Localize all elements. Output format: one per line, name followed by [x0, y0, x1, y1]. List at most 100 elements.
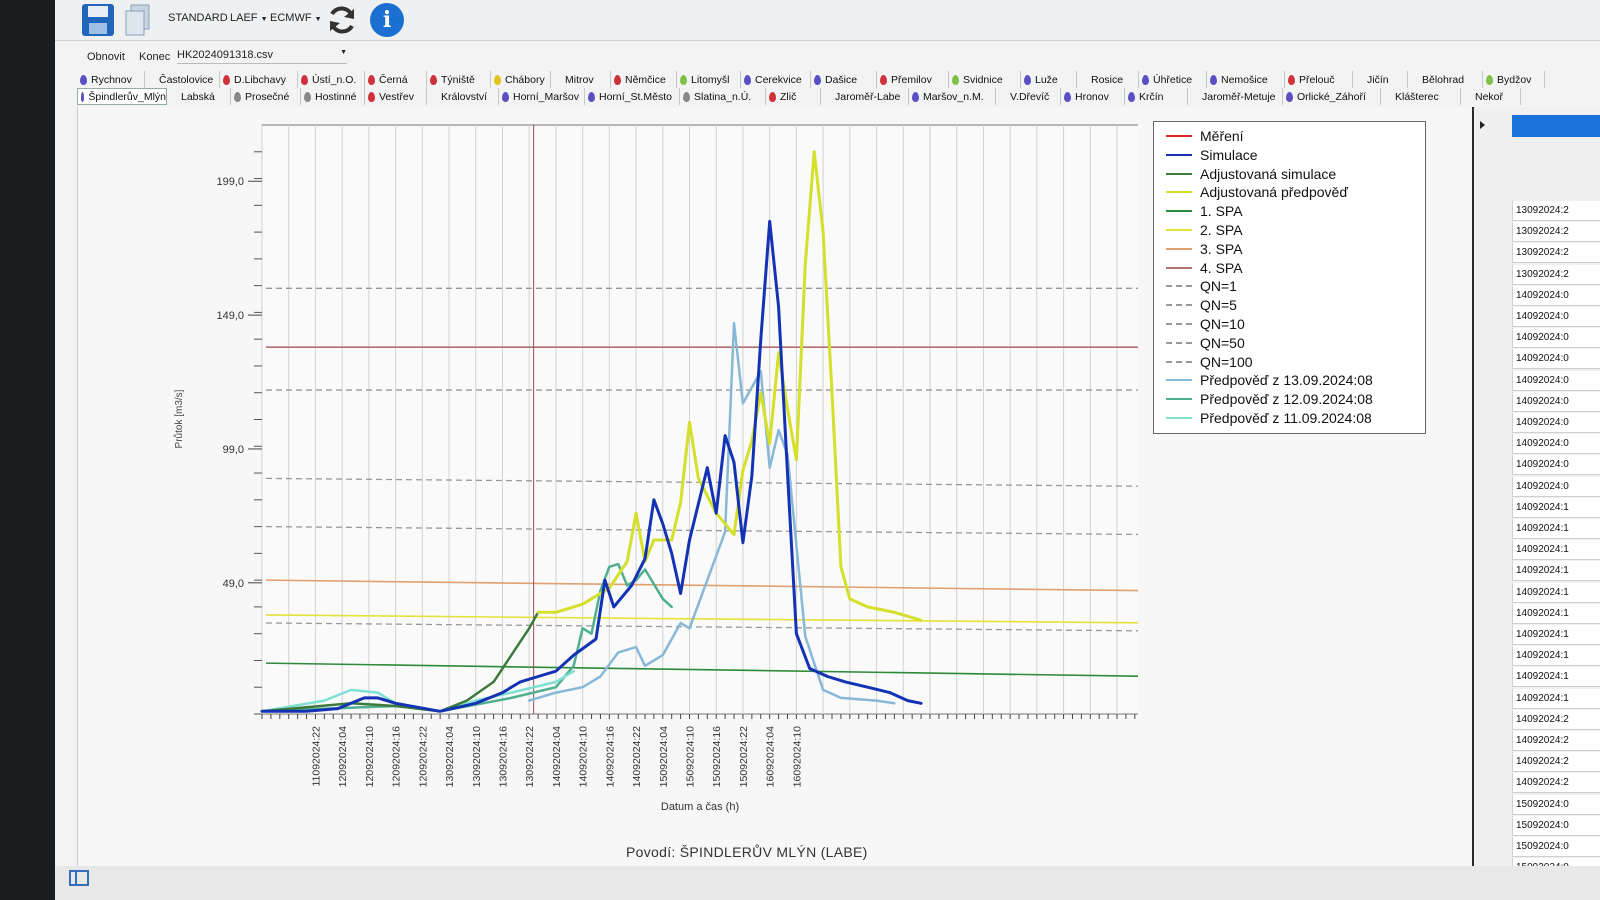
table-cell[interactable]: 14092024:2 — [1512, 773, 1600, 794]
station-tab-4[interactable]: Ústí_n.O. — [298, 71, 365, 88]
legend-swatch — [1166, 229, 1192, 231]
station-tab-19[interactable]: Nekoř — [1461, 88, 1521, 105]
station-tab-22[interactable]: Bydžov — [1483, 71, 1545, 88]
legend-label: 4. SPA — [1200, 259, 1243, 276]
table-cell[interactable]: 14092024:1 — [1512, 625, 1600, 645]
table-cell[interactable]: 14092024:0 — [1512, 285, 1600, 306]
table-cell[interactable]: 13092024:2 — [1512, 243, 1600, 264]
station-tab-18[interactable]: Nemošice — [1207, 71, 1285, 88]
table-cell[interactable]: 14092024:1 — [1512, 519, 1600, 539]
table-cell[interactable]: 14092024:0 — [1512, 476, 1600, 497]
station-tab-2[interactable]: Labská — [167, 88, 231, 105]
refresh-icon[interactable] — [325, 3, 359, 37]
station-tab-8[interactable]: Mitrov — [551, 71, 611, 88]
station-tab-15[interactable]: Krčín — [1125, 88, 1188, 105]
refresh-button[interactable]: Obnovit — [87, 51, 125, 63]
station-tab-14[interactable]: Hronov — [1061, 88, 1125, 105]
x-axis-label: Datum a čas (h) — [661, 801, 739, 813]
water-drop-icon — [952, 74, 959, 85]
table-cell[interactable]: 14092024:2 — [1512, 709, 1600, 730]
station-tab-15[interactable]: Luže — [1021, 71, 1077, 88]
station-tab-21[interactable]: Bělohrad — [1408, 71, 1483, 88]
station-tab-4[interactable]: Hostinné — [301, 88, 365, 105]
mode-standard-button[interactable]: STANDARD — [168, 12, 228, 24]
station-tab-7[interactable]: Chábory — [491, 71, 551, 88]
table-cell[interactable]: 14092024:1 — [1512, 646, 1600, 667]
station-tab-16[interactable]: Rosice — [1077, 71, 1139, 88]
x-tick-label: 16092024:10 — [791, 726, 803, 787]
model-ecmwf-dropdown[interactable]: ECMWF ▼ — [270, 12, 322, 24]
station-tab-label: Hronov — [1075, 90, 1109, 103]
station-tab-6[interactable]: Království — [427, 88, 499, 105]
station-tab-17[interactable]: Úhřetice — [1139, 71, 1207, 88]
station-tab-16[interactable]: Jaroměř-Metuje — [1188, 88, 1283, 105]
y-tick-label: 99,0 — [223, 444, 244, 456]
station-tab-3[interactable]: D.Libchavy — [220, 71, 298, 88]
station-tab-5[interactable]: Vestřev — [365, 88, 427, 105]
station-tab-3[interactable]: Prosečné — [231, 88, 301, 105]
end-button[interactable]: Konec — [139, 51, 171, 63]
station-tab-2[interactable]: Častolovice — [145, 71, 220, 88]
table-cell[interactable]: 14092024:1 — [1512, 603, 1600, 624]
station-tab-12[interactable]: Dašice — [811, 71, 877, 88]
chart-panel: 199,0 149,0 99,0 49,0 11092024:22 12092024:04… — [77, 107, 1473, 900]
station-tab-label: Bělohrad — [1422, 73, 1465, 86]
table-cell[interactable]: 14092024:1 — [1512, 667, 1600, 688]
info-button[interactable]: i — [370, 3, 404, 37]
table-cell[interactable]: 14092024:1 — [1512, 497, 1600, 518]
station-tab-11[interactable]: Jaroměř-Labe — [821, 88, 909, 105]
station-tab-12[interactable]: Maršov_n.M. — [909, 88, 996, 105]
table-cell[interactable]: 14092024:0 — [1512, 370, 1600, 391]
model-laef-dropdown[interactable]: LAEF ▼ — [230, 12, 268, 24]
station-tab-14[interactable]: Svidnice — [949, 71, 1021, 88]
station-tab-label: Němčice — [625, 73, 666, 86]
table-cell[interactable]: 14092024:0 — [1512, 328, 1600, 349]
table-cell[interactable]: 13092024:2 — [1512, 201, 1600, 221]
table-cell[interactable]: 13092024:2 — [1512, 264, 1600, 285]
station-tab-10[interactable]: Zlič — [766, 88, 821, 105]
table-cell[interactable]: 15092024:0 — [1512, 794, 1600, 815]
table-cell[interactable]: 14092024:1 — [1512, 582, 1600, 603]
table-cell[interactable]: 14092024:0 — [1512, 434, 1600, 455]
station-tab-7[interactable]: Horní_Maršov — [499, 88, 585, 105]
table-cell[interactable]: 15092024:0 — [1512, 837, 1600, 857]
station-tab-13[interactable]: V.Dřevíč — [996, 88, 1061, 105]
table-cell[interactable]: 14092024:0 — [1512, 349, 1600, 370]
station-tab-17[interactable]: Orlické_Záhoří — [1283, 88, 1381, 105]
station-tab-8[interactable]: Horní_St.Město — [585, 88, 680, 105]
station-tab-9[interactable]: Slatina_n.Ú. — [680, 88, 766, 105]
water-drop-icon — [304, 91, 311, 102]
station-tab-18[interactable]: Klášterec — [1381, 88, 1461, 105]
station-tab-1[interactable]: Špindlerův_Mlýn — [77, 88, 167, 105]
water-drop-icon — [769, 91, 776, 102]
table-cell[interactable]: 14092024:2 — [1512, 731, 1600, 751]
file-select[interactable]: HK2024091318.csv ▼ — [177, 49, 347, 64]
table-cell[interactable]: 14092024:2 — [1512, 752, 1600, 773]
table-cell[interactable]: 14092024:0 — [1512, 391, 1600, 412]
save-icon[interactable] — [81, 3, 115, 37]
station-tab-6[interactable]: Týniště — [427, 71, 491, 88]
table-cell[interactable]: 14092024:0 — [1512, 413, 1600, 433]
table-cell[interactable]: 15092024:0 — [1512, 815, 1600, 836]
table-cell[interactable]: 14092024:1 — [1512, 540, 1600, 561]
station-tab-5[interactable]: Černá — [365, 71, 427, 88]
station-tab-1[interactable]: Rychnov — [77, 71, 145, 88]
copy-icon[interactable] — [123, 3, 153, 37]
legend-entry: Adjustovaná simulace — [1166, 165, 1336, 183]
table-cell[interactable]: 14092024:0 — [1512, 307, 1600, 327]
table-cell[interactable]: 13092024:2 — [1512, 222, 1600, 243]
station-tabs-row-2: Špindlerův_Mlýn Labská Prosečné Hostinné Ves… — [77, 88, 1600, 105]
table-cell[interactable]: 14092024:1 — [1512, 561, 1600, 582]
x-tick-label: 14092024:22 — [631, 726, 643, 787]
legend-label: 2. SPA — [1200, 222, 1243, 238]
station-tab-11[interactable]: Cerekvice — [741, 71, 811, 88]
station-tab-19[interactable]: Přelouč — [1285, 71, 1353, 88]
station-tab-10[interactable]: Litomyšl — [677, 71, 741, 88]
station-tab-20[interactable]: Jičín — [1353, 71, 1408, 88]
table-cell[interactable]: 14092024:0 — [1512, 455, 1600, 476]
legend-label: Měření — [1200, 128, 1244, 144]
station-tab-9[interactable]: Němčice — [611, 71, 677, 88]
station-tab-13[interactable]: Přemilov — [877, 71, 949, 88]
window-icon[interactable] — [69, 870, 89, 886]
table-cell[interactable]: 14092024:1 — [1512, 688, 1600, 709]
